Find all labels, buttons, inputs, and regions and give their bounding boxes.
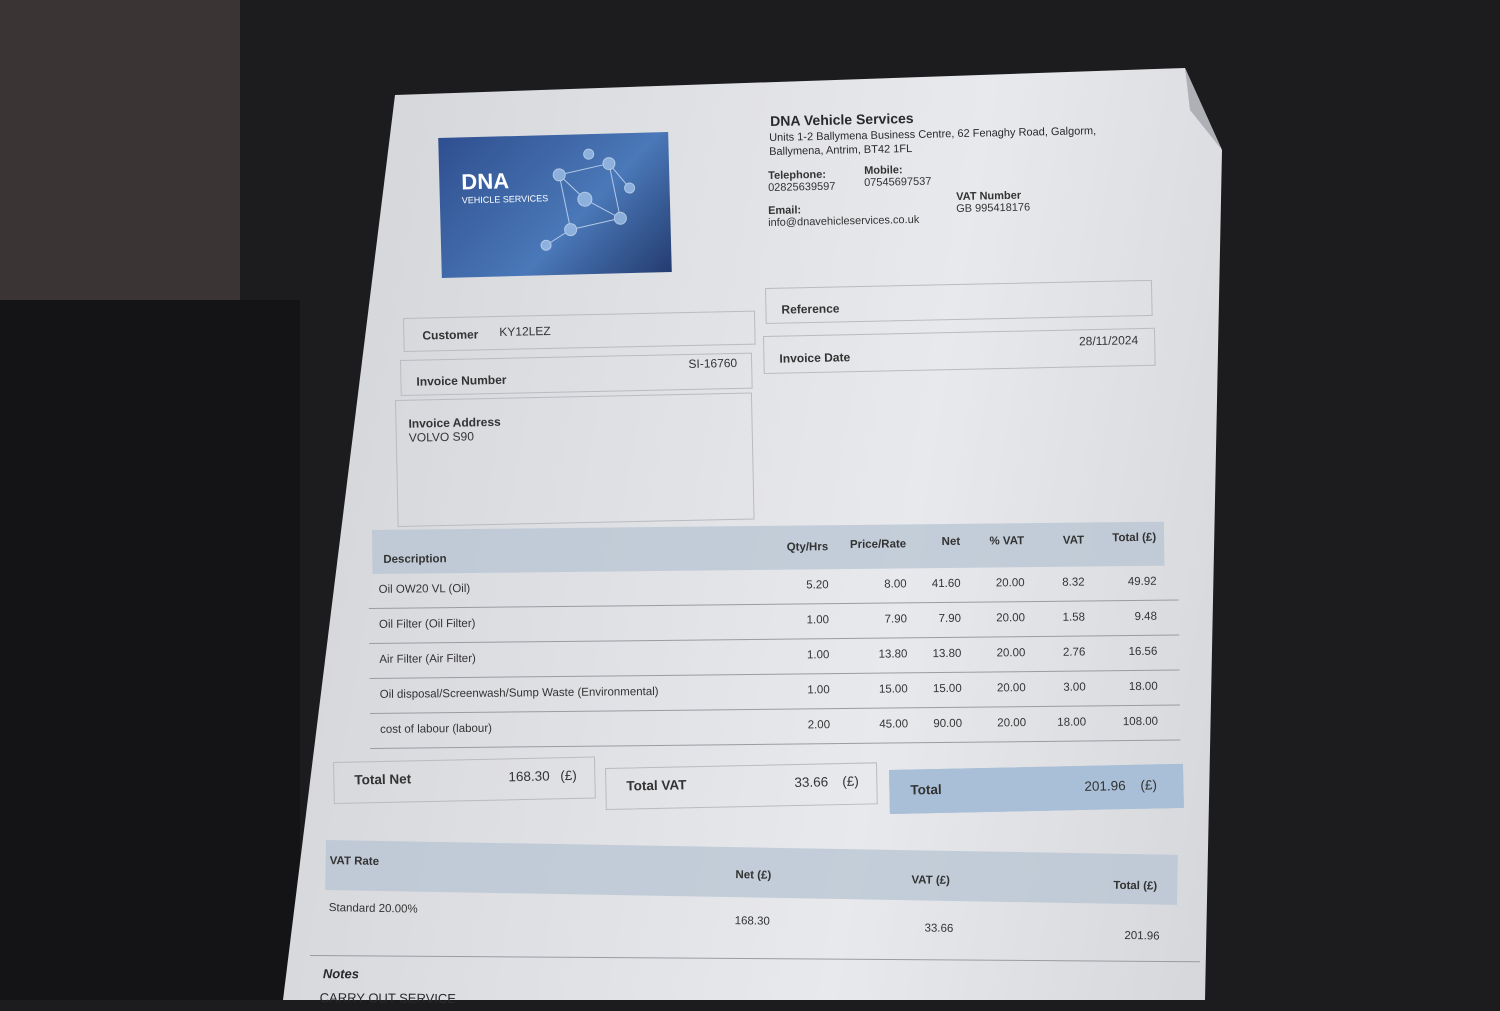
row-description: cost of labour (labour) xyxy=(380,722,493,736)
vat-vat-header: VAT (£) xyxy=(911,874,951,887)
invoice-address-value: VOLVO S90 xyxy=(408,429,475,445)
vat-net-header: Net (£) xyxy=(735,869,772,882)
row-net: 13.80 xyxy=(932,647,962,661)
logo-text: DNA xyxy=(461,168,510,195)
vat-rate-header: VAT Rate xyxy=(329,855,380,868)
company-logo: DNA VEHICLE SERVICES xyxy=(438,132,672,278)
row-total: 49.92 xyxy=(1127,575,1157,589)
row-vat: 18.00 xyxy=(1057,716,1087,729)
total-net-value: 168.30 xyxy=(508,768,550,785)
vat-summary-table: VAT Rate Net (£) VAT (£) Total (£) Stand… xyxy=(324,840,1186,965)
table-row: cost of labour (labour) 2.00 45.00 90.00 20.… xyxy=(369,705,1181,749)
row-description: Oil OW20 VL (Oil) xyxy=(378,582,471,596)
background-object xyxy=(0,0,240,320)
vat-rate-value: Standard 20.00% xyxy=(328,902,418,916)
invoice-address-box: Invoice Address VOLVO S90 xyxy=(395,392,755,527)
row-net: 7.90 xyxy=(938,612,962,626)
line-items-table: Description Qty/Hrs Price/Rate Net % VAT… xyxy=(368,522,1181,750)
row-total: 18.00 xyxy=(1128,680,1158,694)
invoice-number-box: Invoice Number SI-16760 xyxy=(400,352,753,396)
network-icon xyxy=(540,148,636,251)
total-net-box: Total Net 168.30 (£) xyxy=(333,756,596,804)
row-qty: 2.00 xyxy=(807,719,831,732)
row-net: 90.00 xyxy=(933,717,963,731)
total-net-unit: (£) xyxy=(560,767,577,784)
row-vat: 8.32 xyxy=(1062,576,1085,589)
total-vat-box: Total VAT 33.66 (£) xyxy=(605,762,878,810)
email-label: Email: xyxy=(768,204,802,217)
vat-net-value: 168.30 xyxy=(734,915,770,928)
total-vat-value: 33.66 xyxy=(794,774,829,791)
background-seat xyxy=(0,300,300,1000)
row-net: 15.00 xyxy=(932,682,962,696)
row-vat: 1.58 xyxy=(1062,611,1086,624)
invoice-number-value: SI-16760 xyxy=(688,355,738,371)
grand-total-label: Total xyxy=(910,781,942,798)
row-vat: 3.00 xyxy=(1063,681,1086,694)
notes-label: Notes xyxy=(322,966,360,982)
invoice-number-label: Invoice Number xyxy=(416,372,507,389)
row-qty: 5.20 xyxy=(806,579,829,592)
row-total: 108.00 xyxy=(1122,715,1159,729)
mobile-label: Mobile: xyxy=(864,164,903,177)
telephone-value: 02825639597 xyxy=(768,180,836,194)
reference-label: Reference xyxy=(781,301,840,317)
grand-total-value: 201.96 xyxy=(1084,778,1126,794)
row-total: 9.48 xyxy=(1134,610,1158,623)
customer-label: Customer xyxy=(422,327,479,343)
invoice-date-value: 28/11/2024 xyxy=(1078,333,1139,349)
row-net: 41.60 xyxy=(931,577,961,591)
vat-total-value: 201.96 xyxy=(1124,929,1160,943)
header-qty: Qty/Hrs xyxy=(786,541,829,554)
grand-total-unit: (£) xyxy=(1140,777,1158,793)
row-description: Oil Filter (Oil Filter) xyxy=(378,617,476,631)
invoice-date-label: Invoice Date xyxy=(779,350,851,366)
header-description: Description xyxy=(383,553,447,566)
row-qty: 1.00 xyxy=(806,614,830,627)
vat-vat-value: 33.66 xyxy=(924,922,954,935)
row-description: Oil disposal/Screenwash/Sump Waste (Envi… xyxy=(379,685,659,701)
header-net: Net xyxy=(941,535,961,548)
total-vat-label: Total VAT xyxy=(626,777,687,794)
total-vat-unit: (£) xyxy=(842,773,859,790)
header-vat: VAT xyxy=(1062,534,1085,547)
vat-total-header: Total (£) xyxy=(1113,879,1158,893)
row-qty: 1.00 xyxy=(806,649,830,662)
row-total: 16.56 xyxy=(1128,645,1158,659)
vat-number-value: GB 995418176 xyxy=(956,201,1031,215)
grand-total-box: Total 201.96 (£) xyxy=(889,763,1184,814)
row-vat: 2.76 xyxy=(1062,646,1086,659)
mobile-value: 07545697537 xyxy=(864,175,932,189)
invoice-address-label: Invoice Address xyxy=(408,414,501,431)
header-total: Total (£) xyxy=(1112,531,1157,545)
total-net-label: Total Net xyxy=(354,771,412,788)
notes-text: CARRY OUT SERVICE xyxy=(319,990,457,1007)
company-name: DNA Vehicle Services xyxy=(770,109,914,129)
row-qty: 1.00 xyxy=(807,684,830,697)
row-description: Air Filter (Air Filter) xyxy=(379,652,476,666)
customer-value: KY12LEZ xyxy=(499,323,551,339)
